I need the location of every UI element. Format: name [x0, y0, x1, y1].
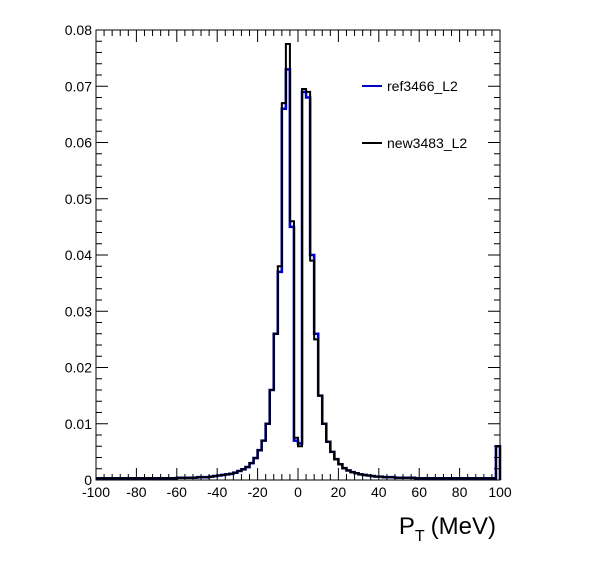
- x-tick-label: 100: [488, 484, 512, 500]
- x-axis-title-symbol: P: [399, 513, 415, 540]
- x-tick-label: 60: [411, 484, 427, 500]
- x-tick-label: -40: [207, 484, 227, 500]
- legend-label-ref: ref3466_L2: [387, 78, 458, 94]
- legend-label-new: new3483_L2: [387, 135, 467, 151]
- y-tick-label: 0.07: [65, 78, 92, 94]
- y-tick-label: 0.04: [65, 247, 92, 263]
- y-tick-label: 0.08: [65, 22, 92, 38]
- x-tick-label: -20: [247, 484, 267, 500]
- x-axis-title-unit: (MeV): [431, 513, 496, 540]
- y-tick-label: 0.05: [65, 191, 92, 207]
- y-tick-label: 0: [84, 472, 92, 488]
- x-tick-label: -80: [126, 484, 146, 500]
- x-tick-label: -60: [167, 484, 187, 500]
- ticks-layer: -100 -80 -60 -40 -20 0 20 40 60 80 100 0 0.01 0.02 0.0…: [65, 22, 512, 500]
- y-tick-label: 0.06: [65, 135, 92, 151]
- y-tick-label: 0.01: [65, 416, 92, 432]
- y-tick-label: 0.02: [65, 360, 92, 376]
- x-tick-label: 80: [452, 484, 468, 500]
- legend: ref3466_L2 new3483_L2: [362, 78, 467, 151]
- x-axis-title-subscript: T: [415, 528, 425, 545]
- x-tick-label: 40: [371, 484, 387, 500]
- x-tick-label: 20: [331, 484, 347, 500]
- series-layer: [96, 43, 502, 480]
- x-tick-label: 0: [294, 484, 302, 500]
- x-axis-title: PT (MeV): [399, 513, 496, 545]
- x-tick-label: -100: [82, 484, 110, 500]
- y-tick-label: 0.03: [65, 303, 92, 319]
- series-line-new3483_L2: [96, 43, 501, 480]
